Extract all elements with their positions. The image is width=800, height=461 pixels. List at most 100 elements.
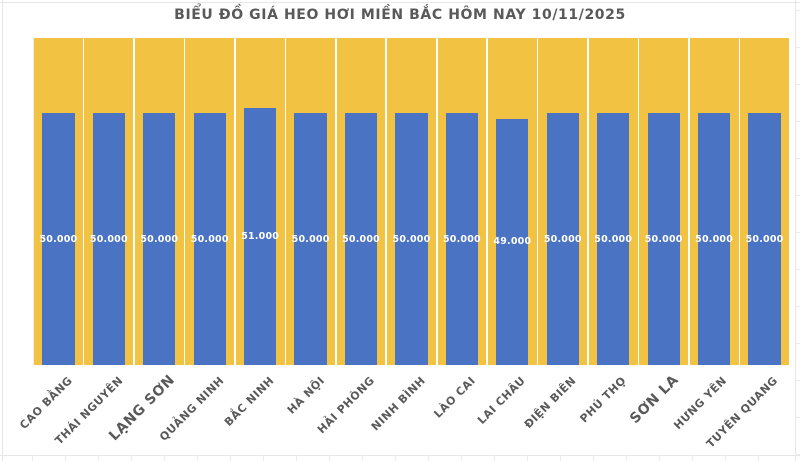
sheet-cell-tick <box>692 455 693 461</box>
bar-value-label: 50.000 <box>543 233 582 245</box>
bar-value-label: 50.000 <box>190 233 229 245</box>
category-column: 51.000 <box>235 38 285 365</box>
bar-value-label: 50.000 <box>745 233 784 245</box>
sheet-cell-tick <box>329 455 330 461</box>
category-column: 50.000 <box>538 38 588 365</box>
bar: 50.000 <box>140 113 179 365</box>
x-axis-label: HƯNG YÊN <box>671 374 730 433</box>
sheet-cell-tick <box>795 195 800 196</box>
sheet-gridline-bottom <box>0 455 800 456</box>
x-axis-label: TUYÊN QUANG <box>703 374 781 451</box>
category-column: 50.000 <box>336 38 386 365</box>
sheet-cell-tick <box>795 232 800 233</box>
sheet-cell-tick <box>461 455 462 461</box>
sheet-cell-tick <box>795 47 800 48</box>
bar: 50.000 <box>442 113 481 365</box>
category-column: 50.000 <box>740 38 789 365</box>
bar: 49.000 <box>493 118 532 365</box>
sheet-cell-tick <box>230 455 231 461</box>
bar: 50.000 <box>543 113 582 365</box>
plot-area: 50.000 50.000 50.000 50.000 51.000 50.000 50.0… <box>33 38 789 365</box>
bar-value-label: 50.000 <box>39 233 78 245</box>
sheet-cell-tick <box>795 343 800 344</box>
bar: 50.000 <box>393 113 430 365</box>
x-axis-label: ĐIỆN BIÊN <box>521 374 579 431</box>
sheet-cell-tick <box>494 455 495 461</box>
sheet-cell-tick <box>32 455 33 461</box>
category-column: 50.000 <box>84 38 134 365</box>
bar: 50.000 <box>292 113 329 365</box>
sheet-gridline-left <box>2 0 3 461</box>
category-column: 50.000 <box>134 38 184 365</box>
sheet-cell-tick <box>659 455 660 461</box>
sheet-gridline-right <box>795 0 796 461</box>
bar: 50.000 <box>695 113 733 365</box>
x-axis-label: PHÚ THỌ <box>577 374 630 426</box>
x-axis-label: LÀO CAI <box>431 374 479 421</box>
sheet-cell-tick <box>758 455 759 461</box>
x-axis-label: CAO BẰNG <box>17 374 76 432</box>
sheet-cell-tick <box>795 417 800 418</box>
category-column: 50.000 <box>639 38 689 365</box>
category-column: 50.000 <box>34 38 83 365</box>
bar-value-label: 49.000 <box>493 236 532 248</box>
sheet-cell-tick <box>98 455 99 461</box>
bar-value-label: 50.000 <box>291 233 330 245</box>
bar: 50.000 <box>39 113 78 365</box>
bar: 50.000 <box>190 113 229 365</box>
sheet-gridline-top <box>0 2 800 3</box>
category-column: 50.000 <box>689 38 739 365</box>
category-column: 50.000 <box>588 38 638 365</box>
x-axis-label: HẢI PHÒNG <box>315 374 378 437</box>
bar-value-label: 50.000 <box>442 233 481 245</box>
bar-value-label: 50.000 <box>342 233 380 245</box>
x-axis-label: LẠNG SƠN <box>106 372 179 445</box>
sheet-cell-tick <box>296 455 297 461</box>
category-column: 50.000 <box>387 38 436 365</box>
x-axis-label: NINH BÌNH <box>368 374 428 434</box>
bar: 50.000 <box>746 113 783 365</box>
sheet-cell-tick <box>197 455 198 461</box>
category-column: 49.000 <box>487 38 537 365</box>
bar: 50.000 <box>89 113 128 365</box>
sheet-cell-tick <box>795 454 800 455</box>
category-column: 50.000 <box>286 38 336 365</box>
sheet-cell-tick <box>395 455 396 461</box>
chart-title: BIỂU ĐỒ GIÁ HEO HƠI MIỀN BẮC HÔM NAY 10/… <box>174 7 626 23</box>
sheet-cell-tick <box>593 455 594 461</box>
sheet-cell-tick <box>263 455 264 461</box>
category-column: 50.000 <box>437 38 487 365</box>
x-axis-label: HÀ NỘI <box>284 374 328 417</box>
bar: 50.000 <box>342 113 380 365</box>
bar-value-label: 50.000 <box>644 233 683 245</box>
sheet-cell-tick <box>795 380 800 381</box>
x-axis-label: SƠN LA <box>626 372 682 427</box>
category-column: 50.000 <box>185 38 235 365</box>
bar-value-label: 51.000 <box>241 231 280 243</box>
x-axis-label: BẮC NINH <box>221 374 277 429</box>
bar: 50.000 <box>594 113 633 365</box>
bar-value-label: 50.000 <box>89 233 128 245</box>
bar: 50.000 <box>644 113 683 365</box>
x-axis-label: THÁI NGUYÊN <box>52 374 126 448</box>
bar-value-label: 50.000 <box>594 233 633 245</box>
sheet-cell-tick <box>560 455 561 461</box>
sheet-cell-tick <box>164 455 165 461</box>
sheet-cell-tick <box>428 455 429 461</box>
sheet-cell-tick <box>795 306 800 307</box>
sheet-cell-tick <box>362 455 363 461</box>
sheet-cell-tick <box>795 10 800 11</box>
sheet-cell-tick <box>795 158 800 159</box>
bar-value-label: 50.000 <box>392 233 431 245</box>
sheet-cell-tick <box>65 455 66 461</box>
sheet-cell-tick <box>131 455 132 461</box>
sheet-cell-tick <box>626 455 627 461</box>
bar-value-label: 50.000 <box>140 233 179 245</box>
sheet-cell-tick <box>795 84 800 85</box>
bar: 51.000 <box>241 108 280 365</box>
sheet-cell-tick <box>795 121 800 122</box>
x-axis-label: LAI CHÂU <box>475 374 529 427</box>
sheet-cell-tick <box>527 455 528 461</box>
sheet-cell-tick <box>795 269 800 270</box>
